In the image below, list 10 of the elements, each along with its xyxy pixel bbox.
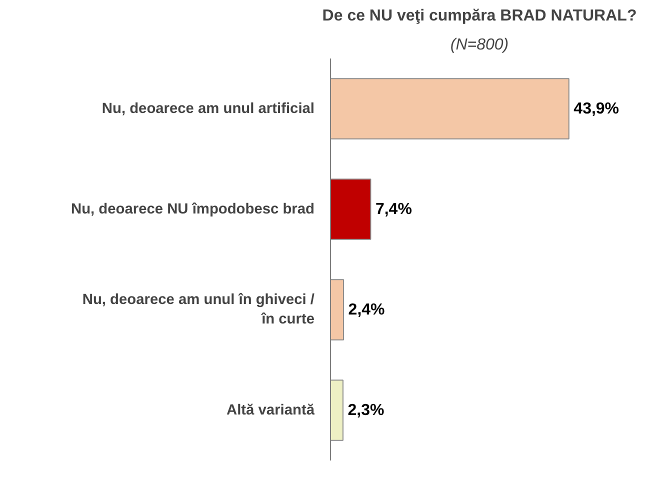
data-label: 2,3% [348,402,384,419]
y-tick-label: Nu, deoarece am unul artificial [102,100,315,117]
chart-title: De ce NU veţi cumpăra BRAD NATURAL? [322,8,637,24]
y-tick-label: Altă variantă [226,402,316,418]
data-label: 2,4% [348,301,385,318]
chart-subtitle: (N=800) [450,36,509,54]
y-tick-label: Nu, deoarece NU împodobesc brad [70,201,315,218]
data-label: 43,9% [574,100,620,118]
data-label: 7,4% [375,200,412,218]
y-tick-label: Nu, deoarece am unul în ghiveci / în curte [82,292,315,328]
